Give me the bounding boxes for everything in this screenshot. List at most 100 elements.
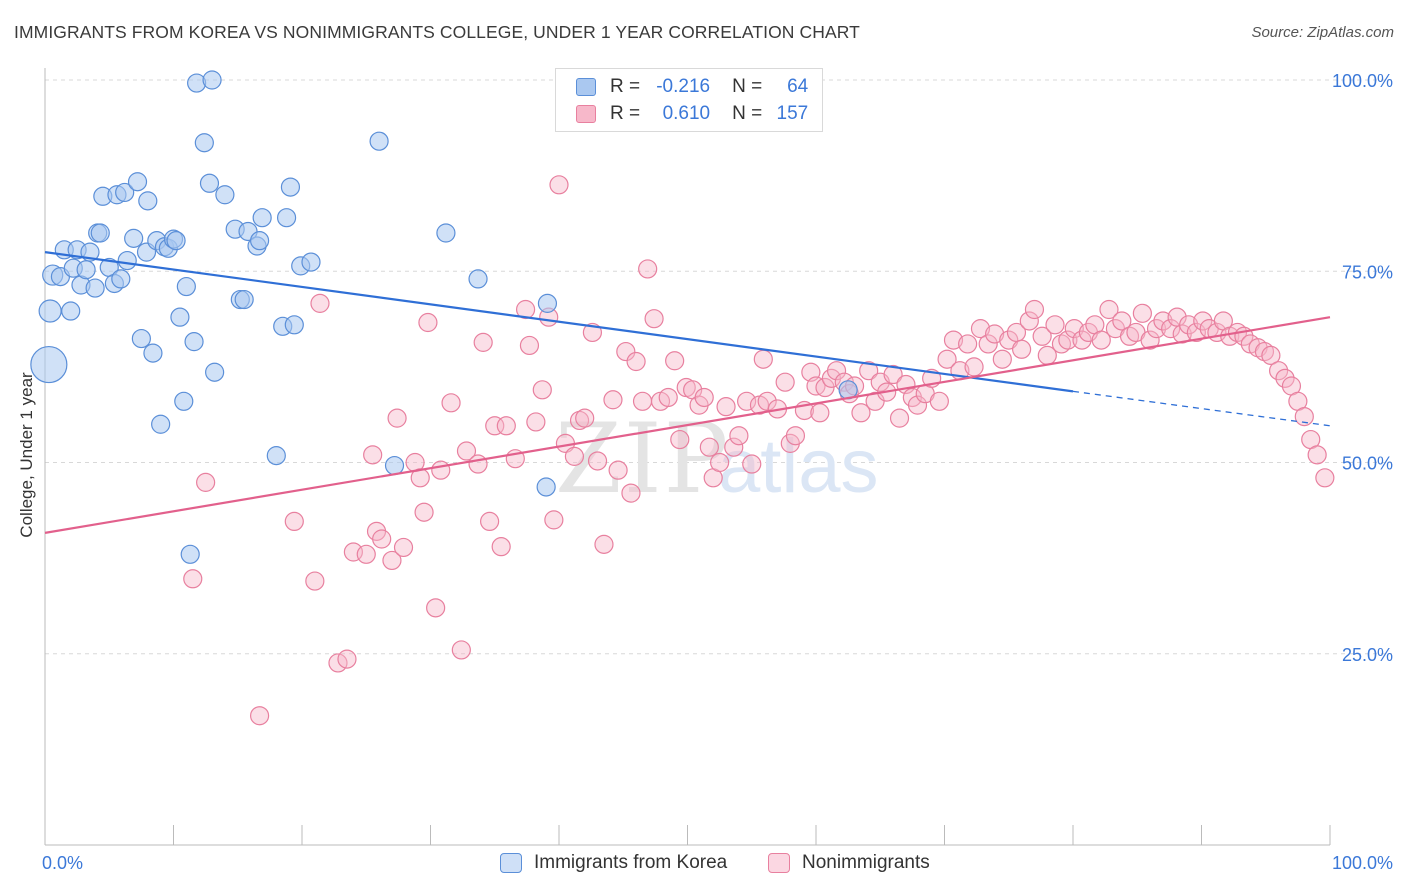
korea-point — [30, 345, 68, 384]
nonimmigrants-point — [716, 397, 736, 417]
chart-source: Source: ZipAtlas.com — [1251, 24, 1394, 41]
nonimmigrants-point — [943, 330, 964, 350]
nonimmigrants-point — [937, 349, 957, 369]
nonimmigrants-point — [305, 571, 325, 591]
nonimmigrants-point — [1091, 330, 1111, 350]
nonimmigrants-point — [907, 395, 928, 415]
nonimmigrants-point — [859, 361, 879, 381]
nonimmigrants-point — [1064, 319, 1084, 339]
nonimmigrants-point — [810, 403, 830, 423]
nonimmigrants-point — [414, 502, 434, 522]
korea-point — [184, 332, 204, 352]
korea-point — [61, 301, 81, 321]
legend-row-korea: R = -0.216 N = 64 — [576, 75, 808, 99]
korea-point — [252, 208, 272, 228]
nonimmigrants-point — [564, 446, 585, 466]
nonimmigrants-point — [1140, 330, 1160, 350]
korea-point — [536, 477, 556, 497]
nonimmigrants-point — [699, 437, 719, 457]
axes — [44, 68, 1331, 846]
nonimmigrants-point — [992, 349, 1012, 369]
nonimmigrants-point — [284, 511, 304, 532]
korea-point — [124, 228, 144, 248]
korea-trend-line — [44, 251, 1074, 393]
legend-item-nonimmigrants: Nonimmigrants — [768, 852, 930, 874]
grid-lines — [45, 79, 1392, 655]
nonimmigrants-point — [753, 349, 773, 369]
watermark-zip: ZIP — [555, 403, 730, 515]
korea-point — [151, 414, 171, 434]
legend-swatch-pink — [576, 105, 596, 123]
nonimmigrants-point — [1058, 330, 1078, 350]
nonimmigrants-point — [1032, 326, 1052, 346]
korea-point — [436, 223, 456, 243]
nonimmigrants-point — [515, 299, 536, 320]
nonimmigrants-point — [632, 391, 653, 411]
korea-point — [301, 252, 321, 272]
legend-n-value-nonimmigrants: 157 — [776, 103, 809, 124]
korea-points — [30, 70, 858, 564]
nonimmigrants-point — [883, 364, 903, 385]
korea-point — [76, 260, 96, 280]
nonimmigrants-point — [626, 351, 646, 372]
nonimmigrants-point — [1011, 339, 1032, 359]
korea-point — [90, 223, 110, 243]
nonimmigrants-point — [480, 511, 500, 532]
legend-r-value-korea: -0.216 — [656, 76, 711, 97]
nonimmigrants-point — [519, 335, 540, 356]
nonimmigrants-point — [451, 640, 471, 660]
legend-item-korea: Immigrants from Korea — [500, 852, 727, 874]
nonimmigrants-point — [575, 408, 595, 428]
nonimmigrants-point — [978, 334, 998, 354]
nonimmigrants-point — [851, 403, 871, 423]
korea-point — [111, 269, 131, 289]
korea-point — [280, 177, 301, 197]
legend-swatch-pink — [768, 853, 790, 873]
korea-point — [170, 307, 190, 327]
legend-r-value-nonimmigrants: 0.610 — [662, 103, 711, 124]
nonimmigrants-point — [426, 598, 446, 618]
tick-labels: 25.0% 50.0% 75.0% 100.0% 0.0% 100.0% — [42, 71, 1393, 873]
nonimmigrants-point — [826, 361, 847, 381]
nonimmigrants-point — [491, 537, 511, 557]
legend-r-label: R = — [610, 103, 641, 124]
korea-point — [468, 269, 488, 289]
legend-n-label: N = — [732, 103, 763, 124]
legend-row-nonimmigrants: R = 0.610 N = 157 — [576, 102, 808, 126]
nonimmigrants-point — [310, 293, 330, 313]
series-legend: Immigrants from Korea Nonimmigrants — [0, 852, 1406, 878]
nonimmigrants-point — [670, 429, 690, 450]
nonimmigrants-point — [1294, 407, 1314, 427]
korea-point — [266, 446, 286, 466]
nonimmigrants-point — [196, 472, 216, 492]
korea-point — [115, 182, 135, 203]
x-tick-label-max: 100.0% — [1332, 853, 1393, 873]
korea-point — [284, 315, 304, 335]
korea-point — [138, 191, 158, 211]
nonimmigrants-point — [249, 706, 270, 726]
nonimmigrants-point — [737, 391, 757, 411]
legend-swatch-blue — [500, 853, 522, 873]
nonimmigrants-point — [742, 454, 762, 474]
nonimmigrants-point — [393, 537, 414, 558]
nonimmigrants-point — [526, 412, 546, 432]
nonimmigrants-point — [363, 445, 383, 465]
nonimmigrants-point — [387, 408, 407, 428]
nonimmigrants-point — [665, 351, 685, 371]
x-tick-label-min: 0.0% — [42, 853, 83, 873]
nonimmigrants-point — [532, 380, 552, 400]
nonimmigrants-point — [1179, 315, 1199, 335]
nonimmigrants-point — [1307, 445, 1327, 465]
nonimmigrants-point — [594, 534, 614, 554]
korea-point — [131, 328, 151, 349]
nonimmigrants-point — [710, 452, 730, 473]
korea-point — [85, 278, 105, 298]
korea-point — [38, 299, 62, 323]
legend-swatch-blue — [576, 78, 596, 96]
nonimmigrants-point — [970, 319, 991, 339]
nonimmigrants-point — [638, 259, 658, 279]
nonimmigrants-point — [1268, 361, 1289, 381]
nonimmigrants-point — [1024, 299, 1045, 320]
nonimmigrants-point — [337, 649, 357, 669]
